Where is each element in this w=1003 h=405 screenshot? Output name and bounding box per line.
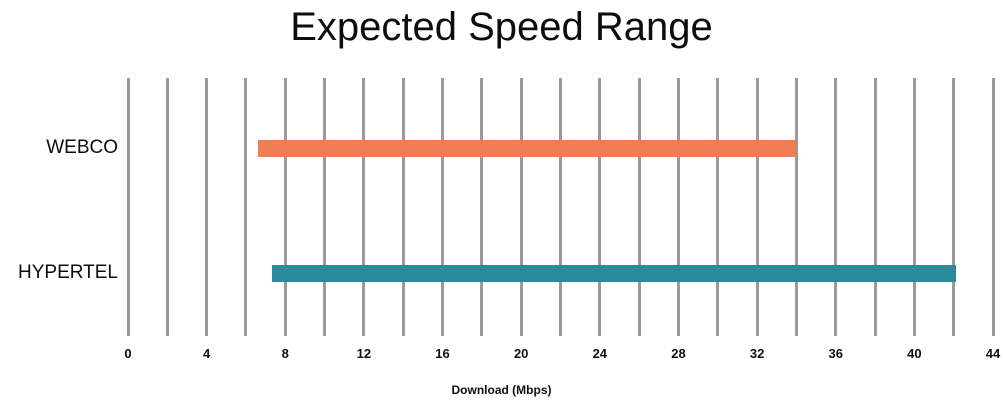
gridline	[441, 78, 445, 336]
gridline	[991, 78, 995, 336]
gridline	[519, 78, 523, 336]
x-tick-label: 20	[513, 346, 529, 361]
gridline	[952, 78, 956, 336]
gridline	[912, 78, 916, 336]
bars-group	[128, 78, 993, 336]
gridline	[755, 78, 759, 336]
gridline	[244, 78, 248, 336]
bar-webco[interactable]	[257, 140, 797, 157]
gridline	[559, 78, 562, 336]
gridline	[165, 78, 169, 336]
x-tick-label: 8	[281, 346, 289, 361]
gridline	[205, 78, 209, 336]
gridline	[794, 78, 798, 336]
x-tick-label: 36	[828, 346, 843, 361]
gridline	[637, 78, 641, 336]
x-tick-label: 16	[435, 346, 450, 361]
x-tick-label: 24	[592, 346, 608, 361]
gridline	[362, 78, 366, 336]
gridline	[873, 78, 877, 336]
gridline	[401, 78, 405, 336]
gridline	[283, 78, 287, 336]
gridline	[480, 78, 484, 336]
plot-area	[126, 78, 995, 336]
x-tick-label: 40	[907, 346, 922, 361]
gridline	[598, 78, 602, 336]
gridline	[126, 78, 130, 336]
x-axis-title: Download (Mbps)	[451, 383, 552, 397]
category-label-webco: WEBCO	[46, 137, 118, 158]
gridline	[716, 78, 720, 336]
x-tick-label: 44	[985, 346, 1001, 361]
x-tick-label: 0	[124, 346, 132, 361]
x-tick-label: 28	[671, 346, 686, 361]
bar-hypertel[interactable]	[271, 265, 956, 282]
category-label-hypertel: HYPERTEL	[18, 262, 118, 283]
gridline	[834, 78, 838, 336]
chart-title: Expected Speed Range	[290, 5, 713, 49]
gridline	[676, 78, 680, 336]
x-tick-label: 4	[203, 346, 211, 361]
gridline	[323, 78, 327, 336]
x-tick-label: 12	[356, 346, 372, 361]
x-tick-label: 32	[749, 346, 765, 361]
